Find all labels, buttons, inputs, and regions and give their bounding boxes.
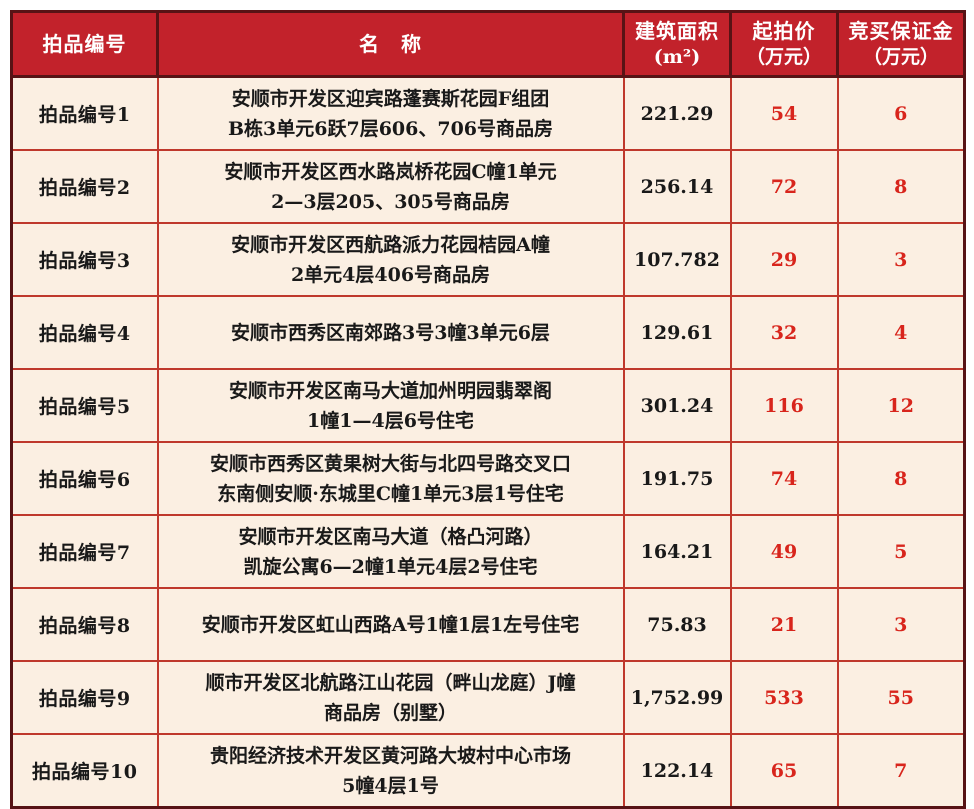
price-cell: 49 <box>729 514 839 589</box>
header-building-area-line1: 建筑面积 <box>635 18 719 43</box>
auction-table-container: 拍品编号 名 称 建筑面积 (m²) 起拍价 （万元） 竞买保证金 （万元） 拍… <box>10 10 966 809</box>
name-cell: 安顺市开发区虹山西路A号1幢1层1左号住宅 <box>156 587 625 662</box>
table-row: 拍品编号5 安顺市开发区南马大道加州明园翡翠阁 1幢1—4层6号住宅 301.2… <box>10 368 966 443</box>
name-line-1: 安顺市西秀区黄果树大街与北四号路交叉口 <box>209 452 571 475</box>
auction-table: 拍品编号 名 称 建筑面积 (m²) 起拍价 （万元） 竞买保证金 （万元） 拍… <box>10 10 966 809</box>
deposit-cell: 5 <box>836 514 966 589</box>
deposit-cell: 8 <box>836 149 966 224</box>
name-line-2: 1幢1—4层6号住宅 <box>307 409 474 432</box>
name-line-1: 安顺市开发区迎宾路蓬赛斯花园F组团 <box>231 87 550 110</box>
deposit-cell: 7 <box>836 733 966 809</box>
name-line-2: 2—3层205、305号商品房 <box>271 190 510 213</box>
name-line-2: 5幢4层1号 <box>342 774 439 797</box>
area-cell: 107.782 <box>622 222 732 297</box>
name-line-2: 商品房（别墅） <box>323 701 457 724</box>
area-cell: 301.24 <box>622 368 732 443</box>
name-line-1: 安顺市开发区南马大道（格凸河路） <box>238 525 543 548</box>
price-cell: 533 <box>729 660 839 735</box>
deposit-cell: 3 <box>836 222 966 297</box>
header-bid-deposit-line1: 竞买保证金 <box>848 18 954 43</box>
table-row: 拍品编号8 安顺市开发区虹山西路A号1幢1层1左号住宅 75.83 21 3 <box>10 587 966 662</box>
name-line-2: 东南侧安顺·东城里C幢1单元3层1号住宅 <box>217 482 564 505</box>
name-line-1: 顺市开发区北航路江山花园（畔山龙庭）J幢 <box>205 671 576 694</box>
name-cell: 安顺市开发区南马大道加州明园翡翠阁 1幢1—4层6号住宅 <box>156 368 625 443</box>
area-cell: 75.83 <box>622 587 732 662</box>
lot-cell: 拍品编号3 <box>10 222 159 297</box>
header-building-area-unit: (m²) <box>653 45 701 68</box>
name-line-1: 安顺市开发区西水路岚桥花园C幢1单元 <box>224 160 557 183</box>
name-line-1: 贵阳经济技术开发区黄河路大坡村中心市场 <box>209 744 571 767</box>
name-line-1: 安顺市开发区南马大道加州明园翡翠阁 <box>228 379 552 402</box>
area-cell: 129.61 <box>622 295 732 370</box>
table-row: 拍品编号6 安顺市西秀区黄果树大街与北四号路交叉口 东南侧安顺·东城里C幢1单元… <box>10 441 966 516</box>
price-cell: 116 <box>729 368 839 443</box>
price-cell: 65 <box>729 733 839 809</box>
price-cell: 54 <box>729 75 839 151</box>
name-line-2: B栋3单元6跃7层606、706号商品房 <box>227 117 554 140</box>
lot-cell: 拍品编号10 <box>10 733 159 809</box>
name-cell: 贵阳经济技术开发区黄河路大坡村中心市场 5幢4层1号 <box>156 733 625 809</box>
name-line-1: 安顺市开发区西航路派力花园桔园A幢 <box>231 233 550 256</box>
table-row: 拍品编号10 贵阳经济技术开发区黄河路大坡村中心市场 5幢4层1号 122.14… <box>10 733 966 809</box>
header-building-area: 建筑面积 (m²) <box>622 10 732 78</box>
lot-cell: 拍品编号9 <box>10 660 159 735</box>
header-name: 名 称 <box>156 10 625 78</box>
table-row: 拍品编号2 安顺市开发区西水路岚桥花园C幢1单元 2—3层205、305号商品房… <box>10 149 966 224</box>
area-cell: 122.14 <box>622 733 732 809</box>
name-line-2: 凯旋公寓6—2幢1单元4层2号住宅 <box>243 555 538 578</box>
header-row: 拍品编号 名 称 建筑面积 (m²) 起拍价 （万元） 竞买保证金 （万元） <box>10 10 966 78</box>
header-starting-price-line1: 起拍价 <box>752 18 816 43</box>
lot-cell: 拍品编号5 <box>10 368 159 443</box>
deposit-cell: 4 <box>836 295 966 370</box>
deposit-cell: 55 <box>836 660 966 735</box>
deposit-cell: 6 <box>836 75 966 151</box>
table-row: 拍品编号1 安顺市开发区迎宾路蓬赛斯花园F组团 B栋3单元6跃7层606、706… <box>10 75 966 151</box>
name-cell: 安顺市开发区迎宾路蓬赛斯花园F组团 B栋3单元6跃7层606、706号商品房 <box>156 75 625 151</box>
deposit-cell: 3 <box>836 587 966 662</box>
name-cell: 安顺市开发区南马大道（格凸河路） 凯旋公寓6—2幢1单元4层2号住宅 <box>156 514 625 589</box>
area-cell: 191.75 <box>622 441 732 516</box>
name-cell: 安顺市西秀区南郊路3号3幢3单元6层 <box>156 295 625 370</box>
header-lot-number: 拍品编号 <box>10 10 159 78</box>
lot-cell: 拍品编号6 <box>10 441 159 516</box>
header-starting-price-unit: （万元） <box>745 45 822 68</box>
lot-cell: 拍品编号7 <box>10 514 159 589</box>
name-line-2: 2单元4层406号商品房 <box>290 263 491 286</box>
name-cell: 安顺市开发区西水路岚桥花园C幢1单元 2—3层205、305号商品房 <box>156 149 625 224</box>
name-line-1: 安顺市开发区虹山西路A号1幢1层1左号住宅 <box>201 613 580 636</box>
lot-cell: 拍品编号4 <box>10 295 159 370</box>
price-cell: 72 <box>729 149 839 224</box>
name-cell: 顺市开发区北航路江山花园（畔山龙庭）J幢 商品房（别墅） <box>156 660 625 735</box>
table-row: 拍品编号3 安顺市开发区西航路派力花园桔园A幢 2单元4层406号商品房 107… <box>10 222 966 297</box>
price-cell: 21 <box>729 587 839 662</box>
area-cell: 1,752.99 <box>622 660 732 735</box>
deposit-cell: 12 <box>836 368 966 443</box>
lot-cell: 拍品编号8 <box>10 587 159 662</box>
price-cell: 74 <box>729 441 839 516</box>
header-bid-deposit: 竞买保证金 （万元） <box>836 10 966 78</box>
lot-cell: 拍品编号2 <box>10 149 159 224</box>
header-starting-price: 起拍价 （万元） <box>729 10 839 78</box>
price-cell: 32 <box>729 295 839 370</box>
lot-cell: 拍品编号1 <box>10 75 159 151</box>
price-cell: 29 <box>729 222 839 297</box>
table-row: 拍品编号4 安顺市西秀区南郊路3号3幢3单元6层 129.61 32 4 <box>10 295 966 370</box>
name-cell: 安顺市西秀区黄果树大街与北四号路交叉口 东南侧安顺·东城里C幢1单元3层1号住宅 <box>156 441 625 516</box>
table-row: 拍品编号9 顺市开发区北航路江山花园（畔山龙庭）J幢 商品房（别墅） 1,752… <box>10 660 966 735</box>
name-cell: 安顺市开发区西航路派力花园桔园A幢 2单元4层406号商品房 <box>156 222 625 297</box>
area-cell: 164.21 <box>622 514 732 589</box>
table-row: 拍品编号7 安顺市开发区南马大道（格凸河路） 凯旋公寓6—2幢1单元4层2号住宅… <box>10 514 966 589</box>
name-line-1: 安顺市西秀区南郊路3号3幢3单元6层 <box>231 321 550 344</box>
area-cell: 256.14 <box>622 149 732 224</box>
deposit-cell: 8 <box>836 441 966 516</box>
area-cell: 221.29 <box>622 75 732 151</box>
header-bid-deposit-unit: （万元） <box>862 45 939 68</box>
